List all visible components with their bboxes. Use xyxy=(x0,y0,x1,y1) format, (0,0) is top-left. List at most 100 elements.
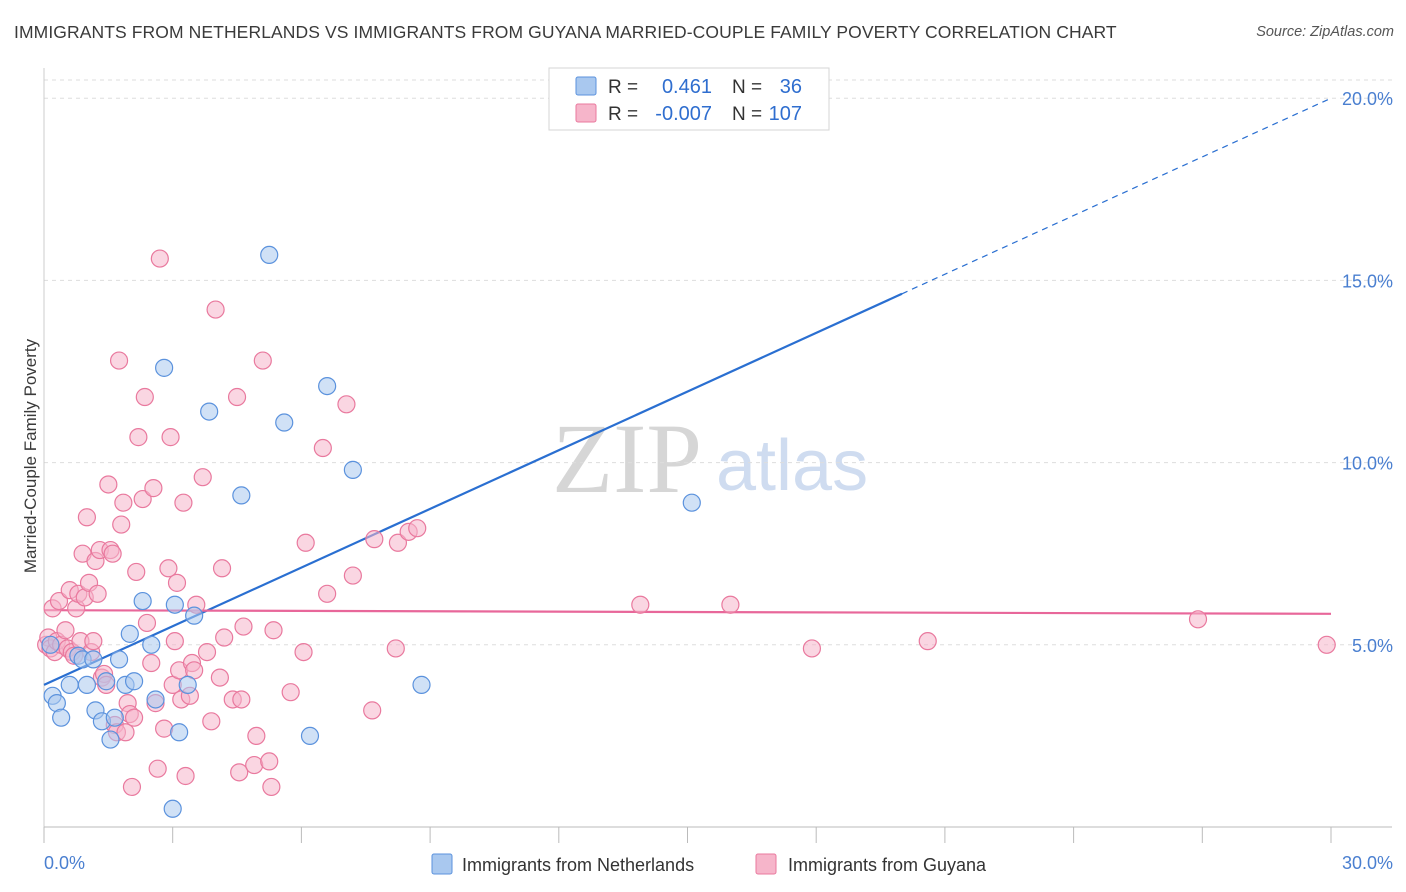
legend-r-label-2: R = xyxy=(608,104,638,125)
guyana-point xyxy=(215,628,234,647)
netherlands-point xyxy=(41,635,60,654)
guyana-point xyxy=(167,573,187,592)
guyana-point xyxy=(77,508,97,527)
guyana-point xyxy=(408,519,427,538)
guyana-point xyxy=(49,591,69,611)
guyana-point xyxy=(1317,635,1336,654)
y-tick-label: 20.0% xyxy=(1342,89,1393,109)
tick-labels: 5.0% 10.0% 15.0% 20.0% 0.0% 30.0% xyxy=(44,89,1393,873)
netherlands-point xyxy=(343,460,362,479)
guyana-point xyxy=(296,533,315,552)
guyana-point xyxy=(262,777,281,797)
netherlands-point xyxy=(105,708,124,727)
correlation-legend: R = 0.461 N = 36 R = -0.007 N = 107 xyxy=(548,67,830,131)
guyana-point xyxy=(129,428,148,447)
x-tick-label-min: 0.0% xyxy=(44,853,85,873)
netherlands-point xyxy=(97,672,116,691)
netherlands-points xyxy=(41,245,701,818)
guyana-point xyxy=(247,726,266,746)
netherlands-point xyxy=(165,595,184,614)
bottom-legend-guyana: Immigrants from Guyana xyxy=(788,855,987,875)
y-axis-label: Married-Couple Family Poverty xyxy=(21,338,40,573)
netherlands-point xyxy=(170,723,189,742)
netherlands-point xyxy=(146,690,165,709)
legend-r-value-1: 0.461 xyxy=(662,76,712,98)
guyana-point xyxy=(281,683,300,702)
guyana-point xyxy=(230,763,249,782)
legend-n-label-1: N = xyxy=(732,77,762,98)
guyana-point xyxy=(133,489,152,509)
netherlands-point xyxy=(200,402,219,421)
legend-n-value-1: 36 xyxy=(780,76,802,98)
guyana-point xyxy=(318,584,337,603)
guyana-point xyxy=(193,468,212,487)
netherlands-point xyxy=(84,650,103,669)
guyana-point xyxy=(337,395,356,414)
series-legend: Immigrants from Netherlands Immigrants f… xyxy=(431,853,987,875)
watermark-zip: ZIP xyxy=(552,403,702,514)
guyana-point xyxy=(197,642,217,662)
guyana-point xyxy=(294,642,313,662)
guyana-point xyxy=(343,566,362,585)
guyana-trend-line xyxy=(43,609,1332,615)
guyana-point xyxy=(124,708,144,727)
guyana-point xyxy=(135,387,154,407)
guyana-point xyxy=(103,544,122,563)
guyana-point xyxy=(212,559,232,578)
netherlands-point xyxy=(232,486,251,505)
guyana-point xyxy=(99,475,118,494)
guyana-point xyxy=(84,632,103,651)
guyana-point xyxy=(150,249,169,268)
source-label: Source: ZipAtlas.com xyxy=(1256,24,1394,40)
netherlands-point xyxy=(275,413,294,432)
guyana-point xyxy=(176,766,195,786)
bottom-legend-swatch-netherlands xyxy=(431,853,453,875)
guyana-point xyxy=(137,613,157,633)
guyana-point xyxy=(174,493,193,512)
guyana-point xyxy=(388,533,408,552)
guyana-point xyxy=(253,351,272,370)
guyana-point xyxy=(144,479,163,498)
guyana-point xyxy=(227,387,247,407)
netherlands-point xyxy=(142,635,161,654)
guyana-point xyxy=(631,595,650,614)
netherlands-point xyxy=(77,675,97,694)
watermark-atlas: atlas xyxy=(716,426,868,506)
netherlands-point xyxy=(300,726,320,746)
guyana-point xyxy=(112,515,131,534)
legend-swatch-netherlands xyxy=(575,76,597,96)
guyana-point xyxy=(264,621,283,640)
netherlands-point xyxy=(155,358,174,377)
legend-swatch-guyana xyxy=(575,103,597,123)
guyana-point xyxy=(365,530,384,549)
guyana-point xyxy=(88,584,107,603)
guyana-point xyxy=(202,712,221,731)
guyana-point xyxy=(155,719,174,738)
netherlands-point xyxy=(124,672,144,691)
guyana-point xyxy=(161,428,180,447)
netherlands-point xyxy=(60,675,79,694)
legend-r-label-1: R = xyxy=(608,77,638,98)
guyana-point xyxy=(56,621,75,640)
netherlands-point xyxy=(178,675,197,694)
guyana-point xyxy=(918,632,937,651)
netherlands-point xyxy=(120,624,139,643)
axes xyxy=(43,68,1392,843)
guyana-point xyxy=(148,759,167,778)
guyana-point xyxy=(159,559,178,578)
guyana-point xyxy=(116,723,135,742)
netherlands-point xyxy=(52,708,71,727)
guyana-point xyxy=(386,639,405,658)
guyana-point xyxy=(127,562,146,582)
guyana-point xyxy=(122,777,142,797)
y-tick-label: 15.0% xyxy=(1342,271,1393,291)
guyana-point xyxy=(234,617,253,636)
guyana-point xyxy=(114,493,133,512)
netherlands-point xyxy=(109,650,129,669)
y-tick-label: 5.0% xyxy=(1352,636,1393,656)
legend-n-label-2: N = xyxy=(732,104,762,125)
bottom-legend-netherlands: Immigrants from Netherlands xyxy=(462,855,694,875)
netherlands-trend-extension xyxy=(901,97,1332,295)
chart-title: IMMIGRANTS FROM NETHERLANDS VS IMMIGRANT… xyxy=(14,22,1117,42)
